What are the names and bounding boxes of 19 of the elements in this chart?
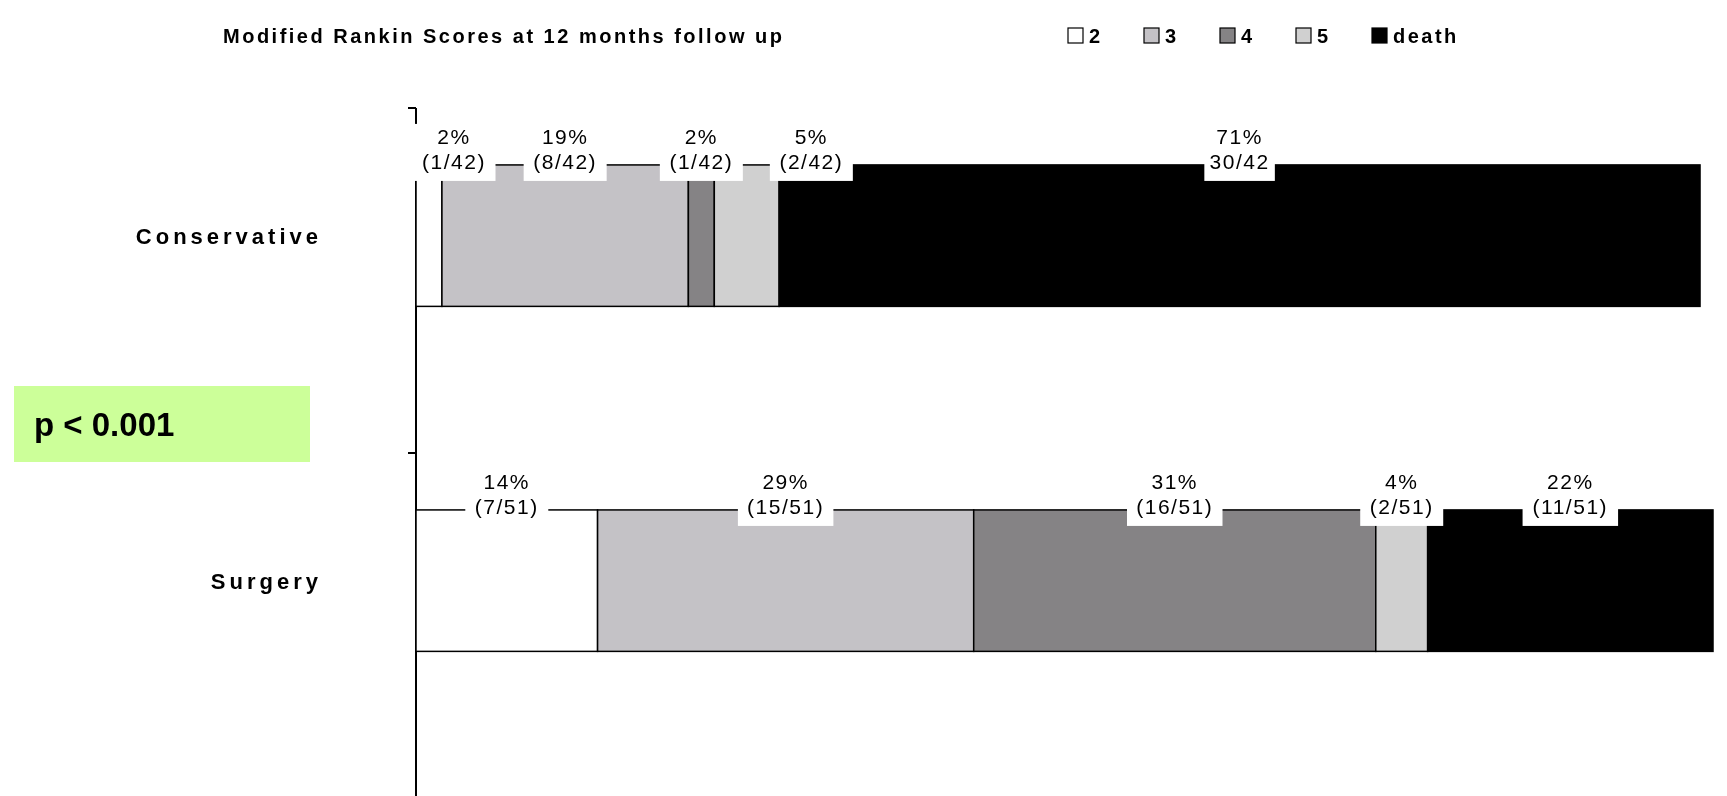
legend-label: 2: [1089, 25, 1103, 47]
chart-title: Modified Rankin Scores at 12 months follow up: [223, 25, 785, 47]
y-tick-label: Surgery: [210, 568, 322, 594]
legend-label: 3: [1165, 25, 1179, 47]
legend-label: 4: [1241, 25, 1255, 47]
data-label: 14% (7/51): [474, 469, 539, 518]
data-label: 22% (11/51): [1532, 469, 1609, 518]
text: p < 0.001: [34, 406, 175, 443]
legend-label: death: [1393, 25, 1459, 47]
data-label: 5% (2/42): [779, 124, 844, 173]
data-label: 71% 30/42: [1209, 124, 1270, 173]
data-label: 4% (2/51): [1369, 469, 1434, 518]
legend-label: 5: [1317, 25, 1331, 47]
data-label: 31% (16/51): [1136, 469, 1214, 518]
data-label: 29% (15/51): [747, 469, 825, 518]
y-tick-label: Conservative: [135, 223, 322, 249]
data-label: 19% (8/42): [533, 124, 598, 173]
data-label: 2% (1/42): [669, 124, 734, 173]
data-label: 2% (1/42): [422, 124, 486, 173]
